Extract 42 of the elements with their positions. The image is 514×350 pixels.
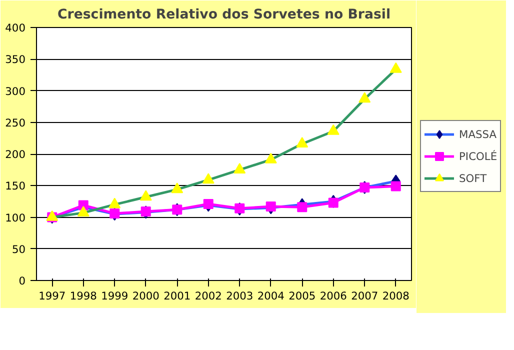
- point: [296, 137, 308, 148]
- point: [110, 208, 120, 218]
- point: [203, 198, 214, 209]
- x-tick-label: 2006: [320, 290, 348, 302]
- point: [108, 198, 121, 208]
- y-tick-label: 200: [5, 148, 26, 161]
- chart-title: Crescimento Relativo dos Sorvetes no Brasil: [57, 8, 391, 22]
- x-tick-label: 2008: [382, 290, 410, 302]
- x-tick-label: 2005: [288, 290, 316, 302]
- point: [234, 203, 245, 214]
- point: [234, 162, 246, 174]
- point: [358, 92, 371, 103]
- y-tick-label: 0: [18, 274, 26, 288]
- legend-label: PICOLÉ: [459, 150, 498, 162]
- x-tick-label: 2003: [226, 290, 254, 302]
- legend-label: SOFT: [459, 172, 487, 184]
- x-tick-label: 2007: [351, 290, 378, 302]
- y-tick-label: 100: [5, 211, 26, 224]
- point: [328, 198, 338, 208]
- legend-label: MASSA: [459, 128, 496, 140]
- x-tick-label: 2004: [257, 290, 285, 302]
- point: [390, 181, 401, 192]
- point: [266, 201, 276, 212]
- point: [327, 124, 340, 135]
- y-tick-label: 350: [5, 53, 26, 66]
- x-tick-label: 2000: [132, 290, 160, 302]
- y-tick-label: 150: [5, 180, 26, 193]
- x-tick-label: 1999: [101, 290, 128, 302]
- point: [171, 182, 184, 194]
- y-tick-label: 250: [5, 116, 26, 130]
- point: [140, 190, 152, 201]
- point: [390, 62, 402, 73]
- point: [202, 173, 214, 184]
- y-tick-label: 300: [5, 84, 26, 98]
- point: [264, 152, 277, 164]
- point: [297, 202, 308, 212]
- y-tick-label: 50: [12, 242, 26, 256]
- x-tick-label: 1998: [70, 290, 98, 302]
- x-tick-label: 1997: [38, 290, 66, 302]
- y-tick-label: 400: [5, 22, 26, 34]
- x-tick-label: 2002: [194, 290, 222, 302]
- x-tick-label: 2001: [164, 290, 191, 302]
